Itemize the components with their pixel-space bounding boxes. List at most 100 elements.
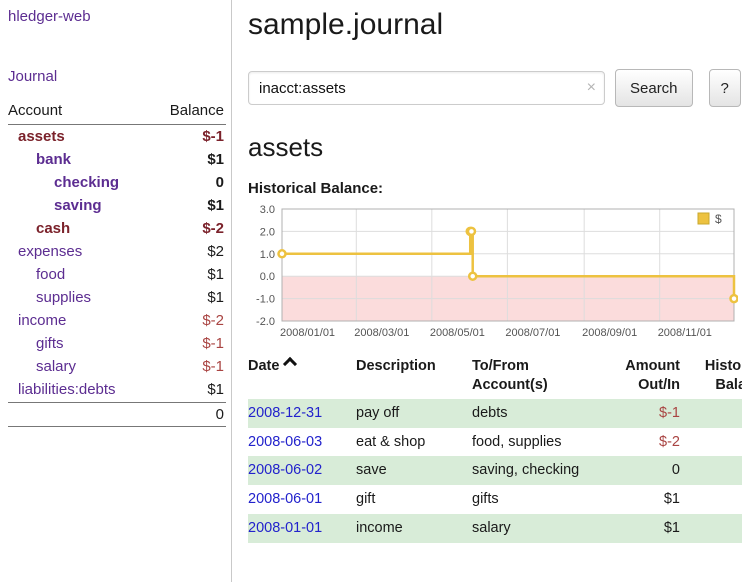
register-body: 2008-12-31pay offdebts$-1$-12008-06-03ea… [248, 399, 742, 543]
account-link[interactable]: cash [8, 217, 70, 240]
transaction-date-link[interactable]: 2008-06-03 [248, 434, 322, 450]
column-header-amount: Amount Out/In [602, 355, 681, 399]
sidebar: hledger-web Journal Account Balance asse… [0, 0, 232, 582]
transaction-accounts: saving, checking [472, 456, 602, 485]
clear-search-icon[interactable]: × [587, 80, 596, 96]
column-header-label: Historical Balance [705, 358, 742, 393]
transaction-date-link[interactable]: 2008-06-01 [248, 491, 322, 507]
balance-column-label: Balance [170, 102, 224, 119]
transaction-date-cell: 2008-06-01 [248, 485, 356, 514]
account-link[interactable]: salary [8, 355, 76, 378]
transaction-description: save [356, 456, 472, 485]
column-header-accounts: To/From Account(s) [472, 355, 602, 399]
transaction-date-link[interactable]: 2008-12-31 [248, 405, 322, 421]
legend-swatch [698, 213, 709, 224]
account-link[interactable]: saving [8, 194, 102, 217]
sidebar-item-journal[interactable]: Journal [8, 68, 226, 85]
account-row: gifts $-1 [8, 332, 226, 355]
transaction-row: 2008-01-01incomesalary$1$1 [248, 514, 742, 543]
account-row: assets $-1 [8, 125, 226, 148]
account-balance-table: Account Balance assets $-1 bank $1 checking 0… [8, 100, 226, 427]
column-header-label: Description [356, 358, 436, 374]
search-input[interactable] [248, 71, 605, 105]
account-tree: assets$-1bank$1checking0saving$1cash$-2e… [8, 125, 226, 401]
column-header-label: To/From Account(s) [472, 358, 548, 393]
balance-chart: 3.02.01.00.0-1.0-2.02008/01/012008/03/01… [248, 201, 738, 343]
account-balance: $1 [207, 378, 224, 401]
total-balance: 0 [216, 403, 224, 426]
page-title: sample.journal [248, 8, 742, 42]
transaction-balance: $2 [681, 485, 742, 514]
account-balance: $-2 [202, 309, 224, 332]
app-title-link[interactable]: hledger-web [8, 8, 226, 25]
account-link[interactable]: supplies [8, 286, 91, 309]
data-point-marker [469, 273, 476, 280]
transaction-balance: $1 [681, 514, 742, 543]
transaction-date-link[interactable]: 2008-06-02 [248, 462, 322, 478]
help-button[interactable]: ? [709, 69, 741, 107]
column-header-label: Amount Out/In [625, 358, 680, 393]
transaction-amount: $1 [602, 514, 681, 543]
account-balance: $2 [207, 240, 224, 263]
account-link[interactable]: checking [8, 171, 119, 194]
account-row: food $1 [8, 263, 226, 286]
transaction-date-cell: 2008-06-02 [248, 456, 356, 485]
account-row: saving$1 [8, 194, 226, 217]
data-point-marker [279, 250, 286, 257]
transaction-description: eat & shop [356, 428, 472, 457]
transaction-amount: $1 [602, 485, 681, 514]
account-balance: 0 [216, 171, 224, 194]
y-tick-label: -1.0 [256, 294, 275, 306]
y-tick-label: 2.0 [260, 226, 275, 238]
data-point-marker [731, 295, 738, 302]
search-button[interactable]: Search [615, 69, 693, 107]
account-balance: $-1 [202, 125, 224, 148]
transaction-row: 2008-06-01 giftgifts$1$2 [248, 485, 742, 514]
search-form: × Search ? [248, 69, 742, 107]
search-input-wrap: × [248, 71, 605, 105]
x-tick-label: 2008/05/01 [430, 327, 485, 339]
column-header-date[interactable]: Date [248, 355, 356, 399]
account-balance: $-2 [202, 217, 224, 240]
y-tick-label: 3.0 [260, 204, 275, 216]
data-point-marker [468, 228, 475, 235]
account-row: income $-2 [8, 309, 226, 332]
account-link[interactable]: food [8, 263, 65, 286]
account-link[interactable]: bank [8, 148, 71, 171]
column-header-balance: Historical Balance [681, 355, 742, 399]
y-tick-label: -2.0 [256, 316, 275, 328]
register-header-row: DateDescription To/From Account(s) Amount … [248, 355, 742, 399]
register-table: DateDescription To/From Account(s) Amount … [248, 355, 742, 543]
account-row: checking 0 [8, 171, 226, 194]
transaction-row: 2008-06-02savesaving, checking0$2 [248, 456, 742, 485]
account-balance: $-1 [202, 355, 224, 378]
account-link[interactable]: assets [8, 125, 65, 148]
transaction-description: gift [356, 485, 472, 514]
account-row: supplies$1 [8, 286, 226, 309]
transaction-accounts: gifts [472, 485, 602, 514]
transaction-date-link[interactable]: 2008-01-01 [248, 520, 322, 536]
transaction-date-cell: 2008-01-01 [248, 514, 356, 543]
column-header-description: Description [356, 355, 472, 399]
account-link[interactable]: gifts [8, 332, 64, 355]
transaction-balance: $-1 [681, 399, 742, 428]
account-link[interactable]: liabilities:debts [8, 378, 116, 401]
x-tick-label: 2008/01/01 [280, 327, 335, 339]
account-link[interactable]: expenses [8, 240, 82, 263]
transaction-description: income [356, 514, 472, 543]
account-balance: $1 [207, 148, 224, 171]
transaction-accounts: debts [472, 399, 602, 428]
transaction-date-cell: 2008-06-03 [248, 428, 356, 457]
account-balance: $1 [207, 263, 224, 286]
account-row: bank $1 [8, 148, 226, 171]
transaction-row: 2008-06-03eat & shopfood, supplies$-20 [248, 428, 742, 457]
y-tick-label: 0.0 [260, 271, 275, 283]
account-column-label: Account [8, 102, 62, 119]
y-tick-label: 1.0 [260, 249, 275, 261]
transaction-date-cell: 2008-12-31 [248, 399, 356, 428]
sort-asc-icon [283, 357, 297, 371]
account-link[interactable]: income [8, 309, 66, 332]
x-tick-label: 2008/09/01 [582, 327, 637, 339]
x-tick-label: 2008/07/01 [505, 327, 560, 339]
account-balance: $-1 [202, 332, 224, 355]
